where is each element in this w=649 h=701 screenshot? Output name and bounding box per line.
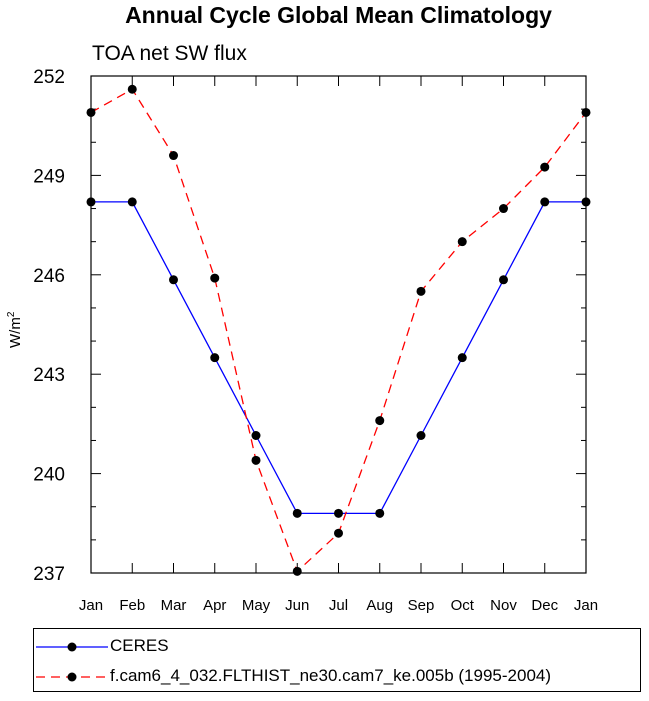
- data-point-series-1: [210, 273, 220, 283]
- data-point-series-1: [581, 107, 591, 117]
- x-tick-label: Apr: [203, 597, 226, 614]
- data-point-series-1: [251, 455, 261, 465]
- data-point-series-0: [375, 508, 385, 518]
- plot-frame: [90, 75, 587, 574]
- legend-label-model: f.cam6_4_032.FLTHIST_ne30.cam7_ke.005b (…: [110, 666, 552, 685]
- data-point-series-0: [127, 197, 137, 207]
- data-point-series-1: [416, 286, 426, 296]
- x-tick-label: Sep: [408, 597, 435, 614]
- data-point-series-0: [457, 353, 467, 363]
- y-tick-label: 246: [33, 266, 65, 287]
- data-point-series-0: [499, 275, 508, 285]
- data-point-series-1: [169, 151, 178, 161]
- data-point-series-1: [127, 84, 137, 94]
- legend-marker-model: [67, 672, 77, 682]
- x-tick-label: Dec: [531, 597, 558, 614]
- data-point-series-0: [581, 197, 591, 207]
- x-tick-label: Oct: [451, 597, 475, 614]
- x-tick-label: Jun: [285, 597, 309, 614]
- legend-entry-model: f.cam6_4_032.FLTHIST_ne30.cam7_ke.005b (…: [34, 664, 640, 690]
- legend-entry-ceres: CERES: [34, 634, 640, 660]
- data-point-series-1: [292, 566, 302, 576]
- x-tick-label: Jan: [79, 597, 103, 614]
- x-tick-label: Jan: [574, 597, 598, 614]
- x-tick-label: Jul: [329, 597, 348, 614]
- data-point-series-0: [169, 275, 178, 285]
- data-point-series-0: [292, 508, 302, 518]
- data-point-series-0: [540, 197, 550, 207]
- data-point-series-1: [86, 107, 96, 117]
- data-point-series-1: [334, 528, 343, 538]
- x-tick-label: Aug: [366, 597, 393, 614]
- x-tick-label: Feb: [119, 597, 145, 614]
- chart-title: Annual Cycle Global Mean Climatology: [125, 2, 552, 28]
- series-line-1: [90, 88, 587, 573]
- data-point-series-1: [540, 162, 550, 172]
- data-point-series-0: [251, 430, 261, 440]
- series-line-0: [91, 201, 586, 515]
- data-point-series-0: [334, 508, 343, 518]
- x-tick-label: May: [242, 597, 271, 614]
- x-tick-label: Nov: [490, 597, 517, 614]
- x-tick-label: Mar: [161, 597, 187, 614]
- legend-label-ceres: CERES: [110, 636, 169, 655]
- chart-subtitle: TOA net SW flux: [92, 42, 247, 65]
- y-tick-label: 252: [33, 67, 65, 88]
- y-tick-label: 240: [33, 465, 65, 486]
- data-point-series-1: [457, 237, 467, 247]
- y-tick-label: 249: [33, 166, 65, 187]
- data-point-series-0: [210, 353, 220, 363]
- data-point-series-0: [416, 430, 426, 440]
- data-point-series-1: [499, 204, 508, 214]
- data-point-series-1: [375, 416, 385, 426]
- legend-swatch-model: [36, 672, 108, 682]
- series-layer: [86, 84, 591, 576]
- legend-swatch-ceres: [36, 642, 108, 652]
- axes: [90, 75, 587, 574]
- tick-labels: Jan Feb Mar Apr May Jun Jul Aug Sep Oct Nov Dec Jan 2…: [33, 67, 598, 614]
- data-point-series-0: [86, 197, 96, 207]
- legend: CERES f.cam6_4_032.FLTHIST_ne30.cam7_ke.…: [33, 628, 641, 692]
- y-tick-label: 237: [33, 564, 65, 585]
- chart-plot: Jan Feb Mar Apr May Jun Jul Aug Sep Oct Nov Dec Jan 2…: [33, 67, 598, 614]
- legend-marker-ceres: [67, 642, 77, 652]
- y-tick-label: 243: [33, 365, 65, 386]
